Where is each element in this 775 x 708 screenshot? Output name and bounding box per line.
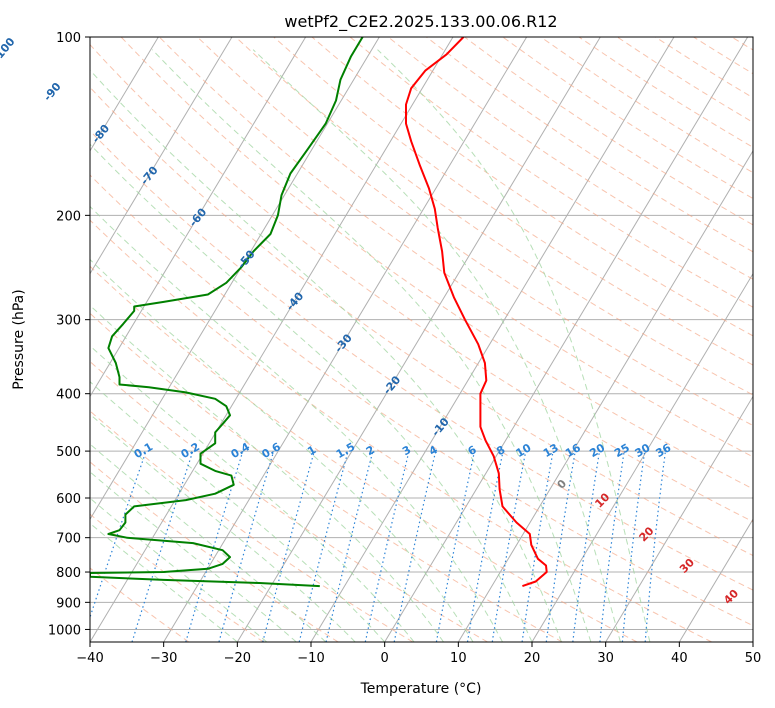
y-tick-label: 1000 [48,623,81,638]
moist-adiabat-line [90,304,444,642]
dry-adiabat-line [349,37,753,308]
isotherm-line [90,37,380,521]
isotherm-line [310,37,675,642]
x-tick-label: 20 [524,651,541,666]
moist-adiabat-line [90,345,415,642]
dry-adiabat-line [311,37,753,337]
isotherm-line [236,37,601,642]
mixing-ratio-line [545,451,576,642]
axes: −40 −30 −20 −10 0 10 20 30 40 50 100 200 300 400 500 60… [48,31,761,666]
x-tick-label: −20 [224,651,251,666]
sounding-traces [90,37,548,588]
y-axis-label: Pressure (hPa) [11,289,27,389]
x-tick-label: 50 [745,651,762,666]
mixing-ratio-line [572,451,601,642]
y-tick-label: 200 [56,209,81,224]
dry-adiabat-line [90,360,488,642]
isotherm-line [90,37,307,398]
y-tick-label: 300 [56,314,81,329]
isotherm-line [531,272,753,642]
dry-adiabat-line [90,567,190,642]
x-tick-label: −30 [150,651,177,666]
y-tick-label: 800 [56,566,81,581]
mixing-ratio-line [466,450,504,642]
isotherm-line [90,37,233,275]
y-tick-label: 600 [56,492,81,507]
moist-adiabat-line [90,471,297,642]
mixing-ratio-line [599,451,625,642]
moist-adiabat-line [90,258,474,642]
y-tick-label: 500 [56,445,81,460]
moist-adiabat-line [90,522,238,642]
isotherm-line [457,149,753,642]
dry-adiabat-line [90,219,712,642]
mixing-ratio-line [435,450,476,642]
isotherm-line [384,37,749,642]
mixing-ratio-line [644,451,666,642]
x-tick-label: 30 [597,651,614,666]
chart-title: wetPf2_C2E2.2025.133.00.06.R12 [284,12,557,32]
dry-adiabat-line [90,312,563,642]
dewpoint-line [90,37,364,588]
x-axis-label: Temperature (°C) [360,681,482,697]
y-tick-label: 100 [56,31,81,46]
dry-adiabat-line [197,37,753,427]
dry-adiabat-line [90,174,753,627]
isotherm-line [678,518,753,642]
isotherm-line [90,37,454,642]
y-tick-label: 900 [56,596,81,611]
background-lines [90,37,753,642]
moist-adiabat-line [90,69,562,642]
temperature-line [405,37,548,588]
x-tick-label: −40 [76,651,103,666]
moist-adiabat-line [90,143,533,642]
x-tick-label: −10 [297,651,324,666]
mixing-ratio-line [491,450,527,642]
mixing-ratio-line [521,450,554,642]
moist-adiabat-line [90,497,268,642]
x-tick-label: 10 [450,651,467,666]
moist-adiabat-line [151,49,592,642]
mixing-ratio-line [131,450,194,642]
dry-adiabat-line [158,37,753,458]
moist-adiabat-line [90,381,386,642]
mixing-ratio-line [218,450,275,642]
mixing-ratio-line [621,451,646,642]
y-tick-label: 700 [56,532,81,547]
dry-adiabat-line [90,265,638,642]
moist-adiabat-line [90,443,327,642]
isotherm-line [90,37,159,152]
dry-adiabat-line [120,37,753,490]
mixing-ratio-line [185,450,244,642]
plot-frame [89,36,754,643]
x-tick-label: 40 [671,651,688,666]
x-tick-label: 0 [381,651,389,666]
moist-adiabat-line [377,49,651,642]
isotherm-line [163,37,528,642]
dry-adiabat-line [90,513,264,642]
mixing-ratio-line [90,450,147,619]
isotherm-line [605,395,753,642]
moist-adiabat-line [252,49,621,642]
y-tick-label: 400 [56,388,81,403]
